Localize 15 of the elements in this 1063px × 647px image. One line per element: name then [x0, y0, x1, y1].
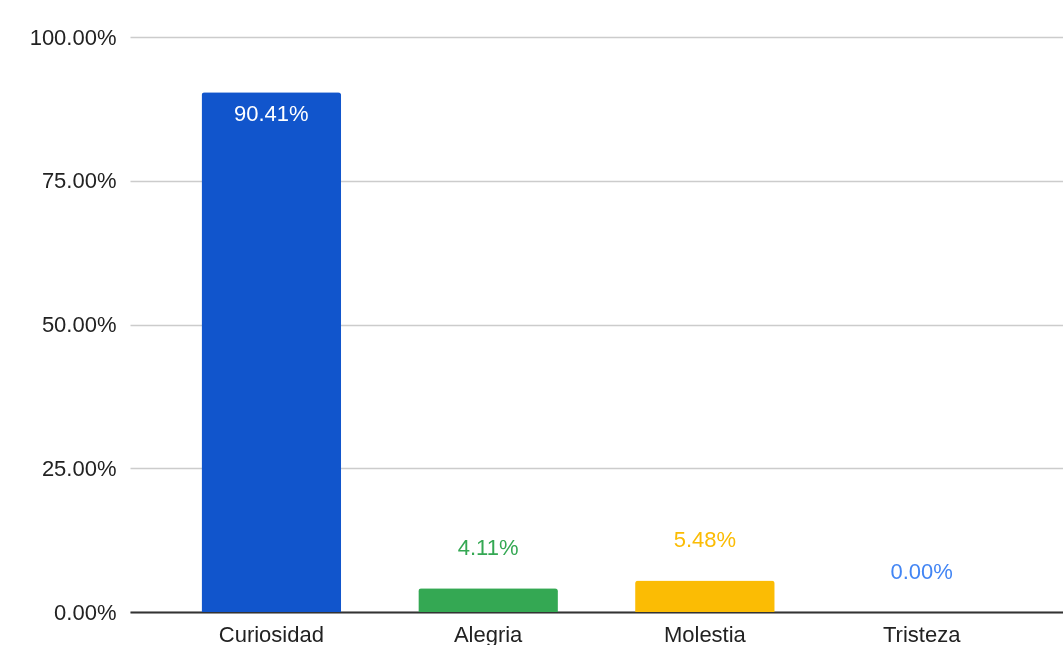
data-label: 4.11% — [457, 535, 519, 561]
y-tick-label: 50.00% — [41, 312, 117, 337]
bar — [635, 580, 775, 612]
x-tick-label: Molestia — [663, 621, 747, 647]
y-tick-label: 0.00% — [54, 599, 117, 625]
y-tick-label: 75.00% — [41, 168, 117, 194]
data-label: 0.00% — [890, 559, 953, 584]
y-tick-label: 25.00% — [41, 455, 117, 481]
bar — [418, 588, 558, 612]
x-tick-label: Curiosidad — [218, 621, 324, 647]
y-tick-label: 100.00% — [29, 24, 117, 50]
bar — [201, 92, 342, 612]
data-label: 90.41% — [234, 101, 309, 127]
data-label: 5.48% — [673, 527, 737, 553]
x-tick-label: Tristeza — [882, 621, 962, 647]
